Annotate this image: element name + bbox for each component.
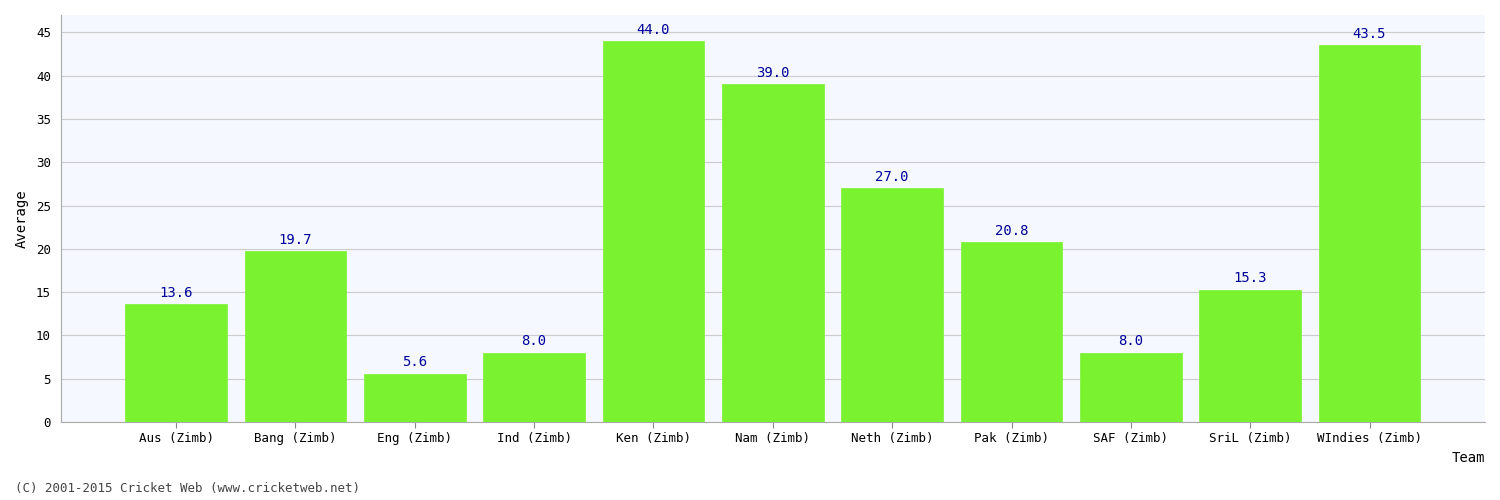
Text: 43.5: 43.5 <box>1353 27 1386 41</box>
Bar <box>1080 352 1182 422</box>
Text: 8.0: 8.0 <box>1119 334 1143 348</box>
Text: 44.0: 44.0 <box>636 22 670 36</box>
Text: (C) 2001-2015 Cricket Web (www.cricketweb.net): (C) 2001-2015 Cricket Web (www.cricketwe… <box>15 482 360 495</box>
Bar <box>842 188 944 422</box>
Y-axis label: Average: Average <box>15 189 28 248</box>
Bar <box>1318 46 1420 422</box>
Bar <box>1200 290 1300 422</box>
Text: 39.0: 39.0 <box>756 66 789 80</box>
Text: 15.3: 15.3 <box>1233 271 1268 285</box>
Bar <box>603 41 703 422</box>
Bar <box>364 374 465 422</box>
X-axis label: Team: Team <box>1452 451 1485 465</box>
Text: 5.6: 5.6 <box>402 355 427 369</box>
Bar <box>126 304 226 422</box>
Bar <box>722 84 824 422</box>
Text: 13.6: 13.6 <box>159 286 194 300</box>
Text: 8.0: 8.0 <box>522 334 546 348</box>
Bar <box>244 252 346 422</box>
Bar <box>962 242 1062 422</box>
Text: 19.7: 19.7 <box>279 233 312 247</box>
Bar <box>483 352 585 422</box>
Text: 20.8: 20.8 <box>994 224 1029 237</box>
Text: 27.0: 27.0 <box>876 170 909 184</box>
